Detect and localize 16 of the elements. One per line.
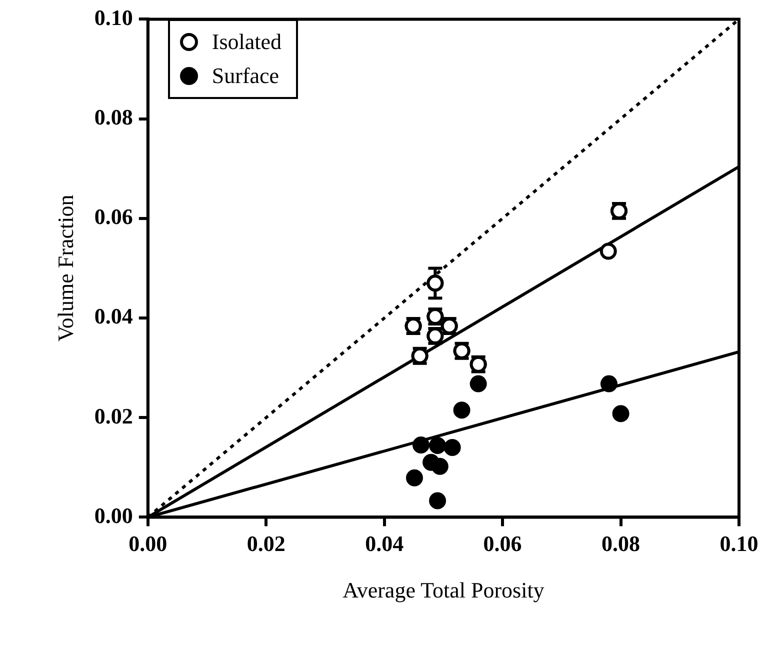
y-tick-label: 0.02 [94,403,133,428]
y-axis-title: Volume Fraction [52,194,78,342]
y-tick-label: 0.04 [94,304,133,329]
x-tick-label: 0.00 [128,531,168,556]
x-tick-label: 0.10 [720,531,758,556]
x-tick-label: 0.06 [483,531,522,556]
y-tick-label: 0.00 [94,502,133,528]
legend-label: Surface [212,63,280,90]
x-tick-label: 0.08 [602,531,640,556]
x-tick-label: 0.04 [365,531,404,556]
y-tick-label: 0.08 [94,104,133,130]
legend-label: Isolated [212,29,282,56]
x-axis-title: Average Total Porosity [342,578,544,603]
x-tick-label: 0.02 [246,531,286,556]
y-tick-label: 0.10 [94,4,133,30]
y-tick-label: 0.06 [94,204,133,230]
